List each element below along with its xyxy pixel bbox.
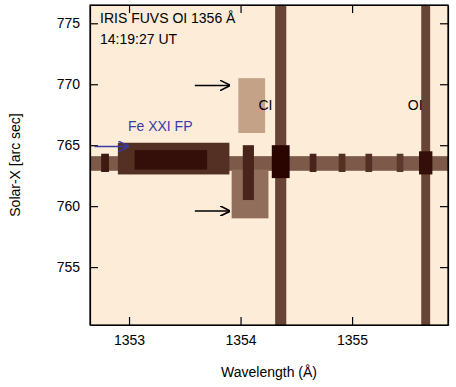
plot: 1353 1354 1355 755 760 765 770 775 IRIS FUVS OI … — [57, 5, 449, 348]
annotation: 14:19:27 UT — [100, 31, 177, 47]
tick-mark — [440, 23, 448, 24]
x-axis: 1353 1354 1355 — [91, 317, 449, 348]
tick-mark — [352, 317, 353, 325]
tick-label: 1355 — [337, 332, 368, 348]
tick — [440, 267, 448, 268]
tick: 775 — [57, 15, 98, 31]
arrow — [195, 210, 230, 212]
tick-label: 770 — [57, 76, 81, 92]
tick — [440, 84, 448, 85]
tick-mark — [90, 267, 98, 268]
tick — [440, 145, 448, 146]
tick-mark — [352, 5, 353, 13]
cell — [243, 145, 254, 200]
tick-mark — [90, 206, 98, 207]
annotation: OI — [408, 97, 423, 113]
plot-frame — [90, 5, 448, 325]
tick — [440, 206, 448, 207]
y-axis: 755 760 765 770 775 — [57, 6, 98, 326]
tick-mark — [90, 23, 98, 24]
tick-mark — [240, 5, 241, 13]
cell — [339, 154, 346, 172]
tick: 770 — [57, 76, 98, 92]
cell — [118, 143, 230, 175]
tick-mark — [440, 145, 448, 146]
tick-mark — [440, 267, 448, 268]
tick-label: 765 — [57, 137, 81, 153]
cell — [365, 154, 372, 172]
arrow — [195, 85, 230, 87]
tick — [352, 5, 353, 13]
cell — [135, 150, 207, 170]
cell — [101, 154, 109, 172]
tick: 755 — [57, 259, 98, 275]
arrow — [94, 146, 127, 148]
tick — [440, 23, 448, 24]
y-axis-title: Solar-X [arc sec] — [7, 113, 23, 216]
tick: 760 — [57, 198, 98, 214]
tick-mark — [440, 206, 448, 207]
tick-mark — [90, 84, 98, 85]
cell — [310, 154, 317, 172]
annotation: CI — [258, 97, 272, 113]
tick: 1354 — [225, 317, 256, 348]
chart: 1353 1354 1355 755 760 765 770 775 IRIS FUVS OI … — [0, 0, 456, 387]
image-cells — [90, 5, 448, 325]
tick — [241, 5, 242, 13]
annotation: Fe XXI FP — [128, 118, 193, 134]
y-axis-right — [440, 6, 449, 326]
tick-mark — [240, 317, 241, 325]
plot-background — [90, 5, 448, 325]
annotation: IRIS FUVS OI 1356 Å — [100, 10, 236, 26]
cell — [272, 145, 290, 178]
tick-mark — [440, 84, 448, 85]
cell — [419, 151, 432, 174]
cell — [397, 154, 404, 172]
tick-label: 1353 — [114, 332, 145, 348]
tick-label: 775 — [57, 15, 81, 31]
tick: 1355 — [337, 317, 368, 348]
tick-label: 1354 — [225, 332, 256, 348]
tick-label: 755 — [57, 259, 81, 275]
tick-label: 760 — [57, 198, 81, 214]
tick-mark — [129, 317, 130, 325]
tick: 1353 — [114, 317, 145, 348]
tick: 765 — [57, 137, 98, 153]
x-axis-title: Wavelength (Å) — [221, 364, 317, 380]
